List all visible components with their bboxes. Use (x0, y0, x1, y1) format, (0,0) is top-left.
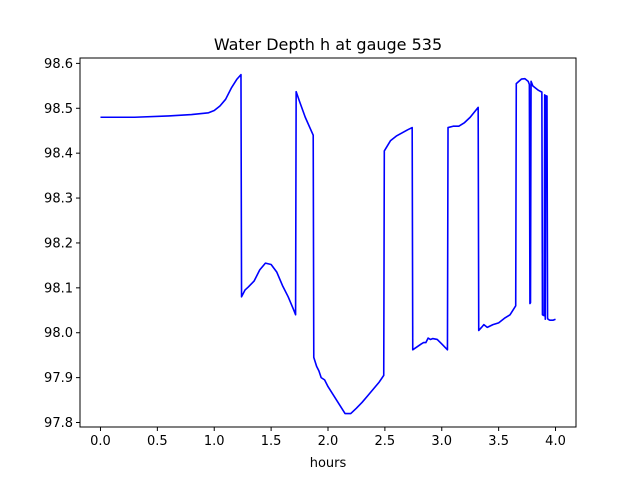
x-tick-label: 2.0 (318, 434, 339, 449)
x-tick-label: 2.5 (375, 434, 396, 449)
y-tick-label: 98.5 (44, 102, 73, 117)
x-axis: 0.0 0.5 1.0 1.5 2.0 2.5 3.0 3.5 4.0 (90, 427, 566, 449)
plot-frame (79, 57, 577, 428)
x-tick-label: 4.0 (545, 434, 566, 449)
y-tick-label: 98.1 (44, 281, 73, 296)
x-tick-label: 1.5 (261, 434, 282, 449)
x-axis-label: hours (310, 456, 347, 471)
y-tick-label: 97.9 (44, 371, 73, 386)
x-tick-label: 0.5 (147, 434, 168, 449)
x-tick-label: 0.0 (90, 434, 111, 449)
y-tick-label: 97.8 (44, 416, 73, 431)
x-tick-label: 3.0 (431, 434, 452, 449)
y-tick-label: 98.2 (44, 236, 73, 251)
x-tick-label: 3.5 (488, 434, 509, 449)
plot-area (100, 73, 556, 415)
y-tick-label: 98.6 (44, 57, 73, 72)
series-line-0 (100, 73, 556, 415)
x-tick-label: 1.0 (204, 434, 225, 449)
y-tick-label: 98.0 (44, 326, 73, 341)
y-axis: 97.8 97.9 98.0 98.1 98.2 98.3 98.4 98.5 98.6 (44, 57, 80, 431)
y-tick-label: 98.4 (44, 147, 73, 162)
chart-title: Water Depth h at gauge 535 (214, 35, 442, 54)
y-tick-label: 98.3 (44, 192, 73, 207)
